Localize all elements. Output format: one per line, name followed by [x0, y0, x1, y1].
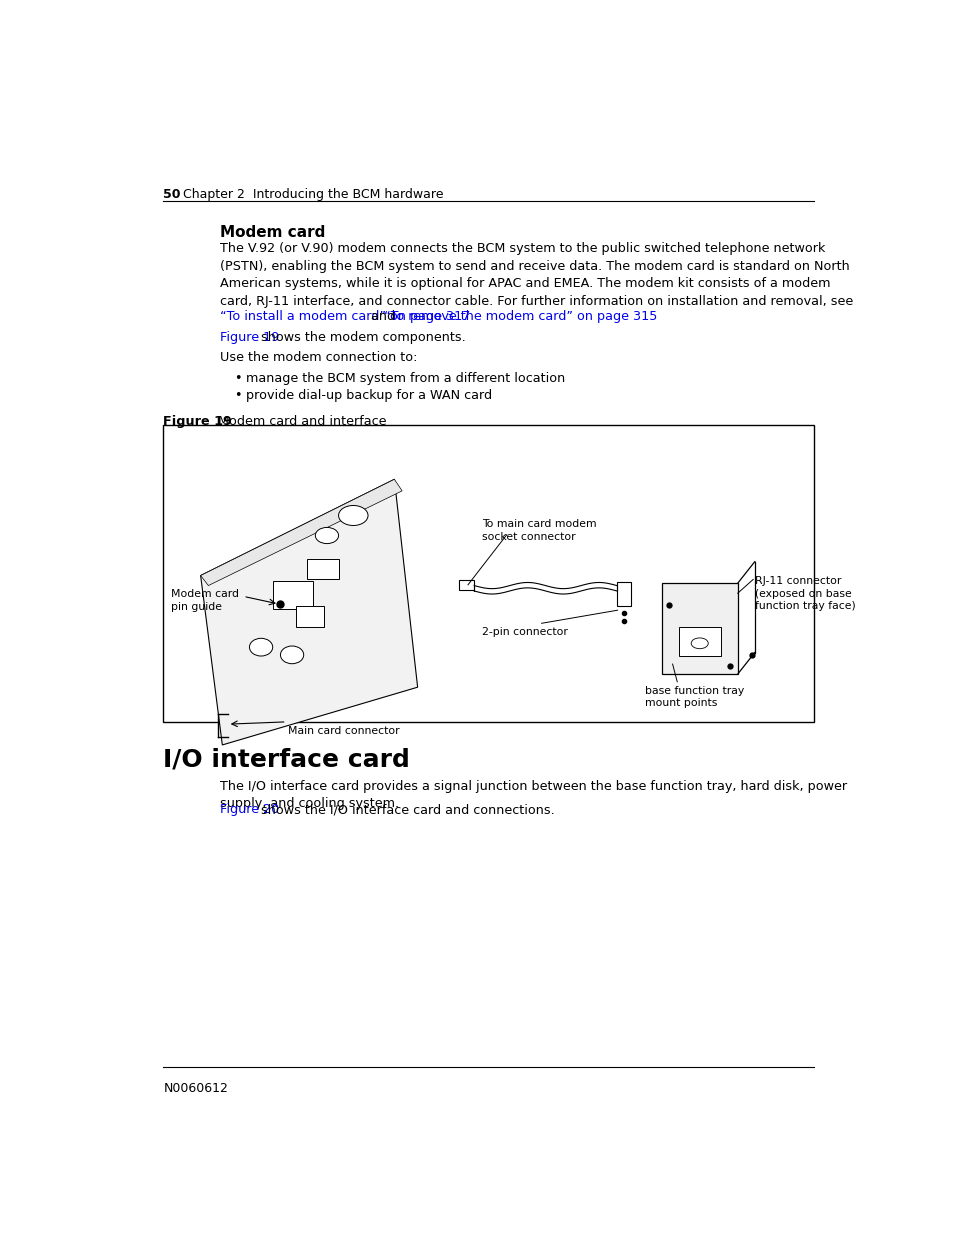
Text: “To install a modem card” on page 317: “To install a modem card” on page 317 — [220, 310, 470, 322]
Bar — [661, 583, 737, 674]
Text: Figure 19: Figure 19 — [163, 415, 233, 429]
Text: Figure 19: Figure 19 — [220, 331, 279, 343]
Text: •: • — [233, 372, 241, 384]
Ellipse shape — [338, 505, 368, 526]
Text: Chapter 2  Introducing the BCM hardware: Chapter 2 Introducing the BCM hardware — [183, 188, 443, 201]
Text: “To remove the modem card” on page 315: “To remove the modem card” on page 315 — [384, 310, 657, 322]
Text: N0060612: N0060612 — [163, 1082, 228, 1095]
Bar — [163, 425, 814, 721]
Text: I/O interface card: I/O interface card — [163, 747, 410, 772]
Text: Main card connector: Main card connector — [288, 726, 399, 736]
Bar — [307, 559, 339, 579]
Bar — [679, 627, 720, 656]
Bar — [295, 605, 323, 627]
Text: Figure 20: Figure 20 — [220, 804, 279, 816]
Ellipse shape — [691, 638, 707, 648]
Text: shows the I/O interface card and connections.: shows the I/O interface card and connect… — [257, 804, 555, 816]
Text: and: and — [367, 310, 399, 322]
Text: The I/O interface card provides a signal junction between the base function tray: The I/O interface card provides a signal… — [220, 779, 846, 810]
Text: To main card modem
socket connector: To main card modem socket connector — [481, 520, 596, 542]
Ellipse shape — [249, 638, 273, 656]
Text: •: • — [233, 389, 241, 403]
Text: 2-pin connector: 2-pin connector — [481, 627, 567, 637]
Text: base function tray
mount points: base function tray mount points — [644, 685, 743, 708]
Text: RJ-11 connector
(exposed on base
function tray face): RJ-11 connector (exposed on base functio… — [754, 577, 855, 611]
Text: shows the modem components.: shows the modem components. — [257, 331, 465, 343]
Text: Modem card: Modem card — [220, 225, 325, 240]
Text: Use the modem connection to:: Use the modem connection to: — [220, 351, 417, 364]
Polygon shape — [200, 479, 417, 745]
Bar — [617, 582, 630, 606]
Text: 50: 50 — [163, 188, 181, 201]
Text: Modem card
pin guide: Modem card pin guide — [171, 589, 239, 611]
Ellipse shape — [315, 527, 338, 543]
Text: Modem card and interface: Modem card and interface — [210, 415, 386, 429]
Polygon shape — [200, 479, 402, 585]
Bar — [458, 580, 474, 590]
Text: manage the BCM system from a different location: manage the BCM system from a different l… — [245, 372, 564, 384]
Text: .: . — [530, 310, 534, 322]
Ellipse shape — [280, 646, 303, 663]
Text: provide dial-up backup for a WAN card: provide dial-up backup for a WAN card — [245, 389, 491, 403]
Bar — [273, 580, 313, 609]
Text: The V.92 (or V.90) modem connects the BCM system to the public switched telephon: The V.92 (or V.90) modem connects the BC… — [220, 242, 852, 308]
